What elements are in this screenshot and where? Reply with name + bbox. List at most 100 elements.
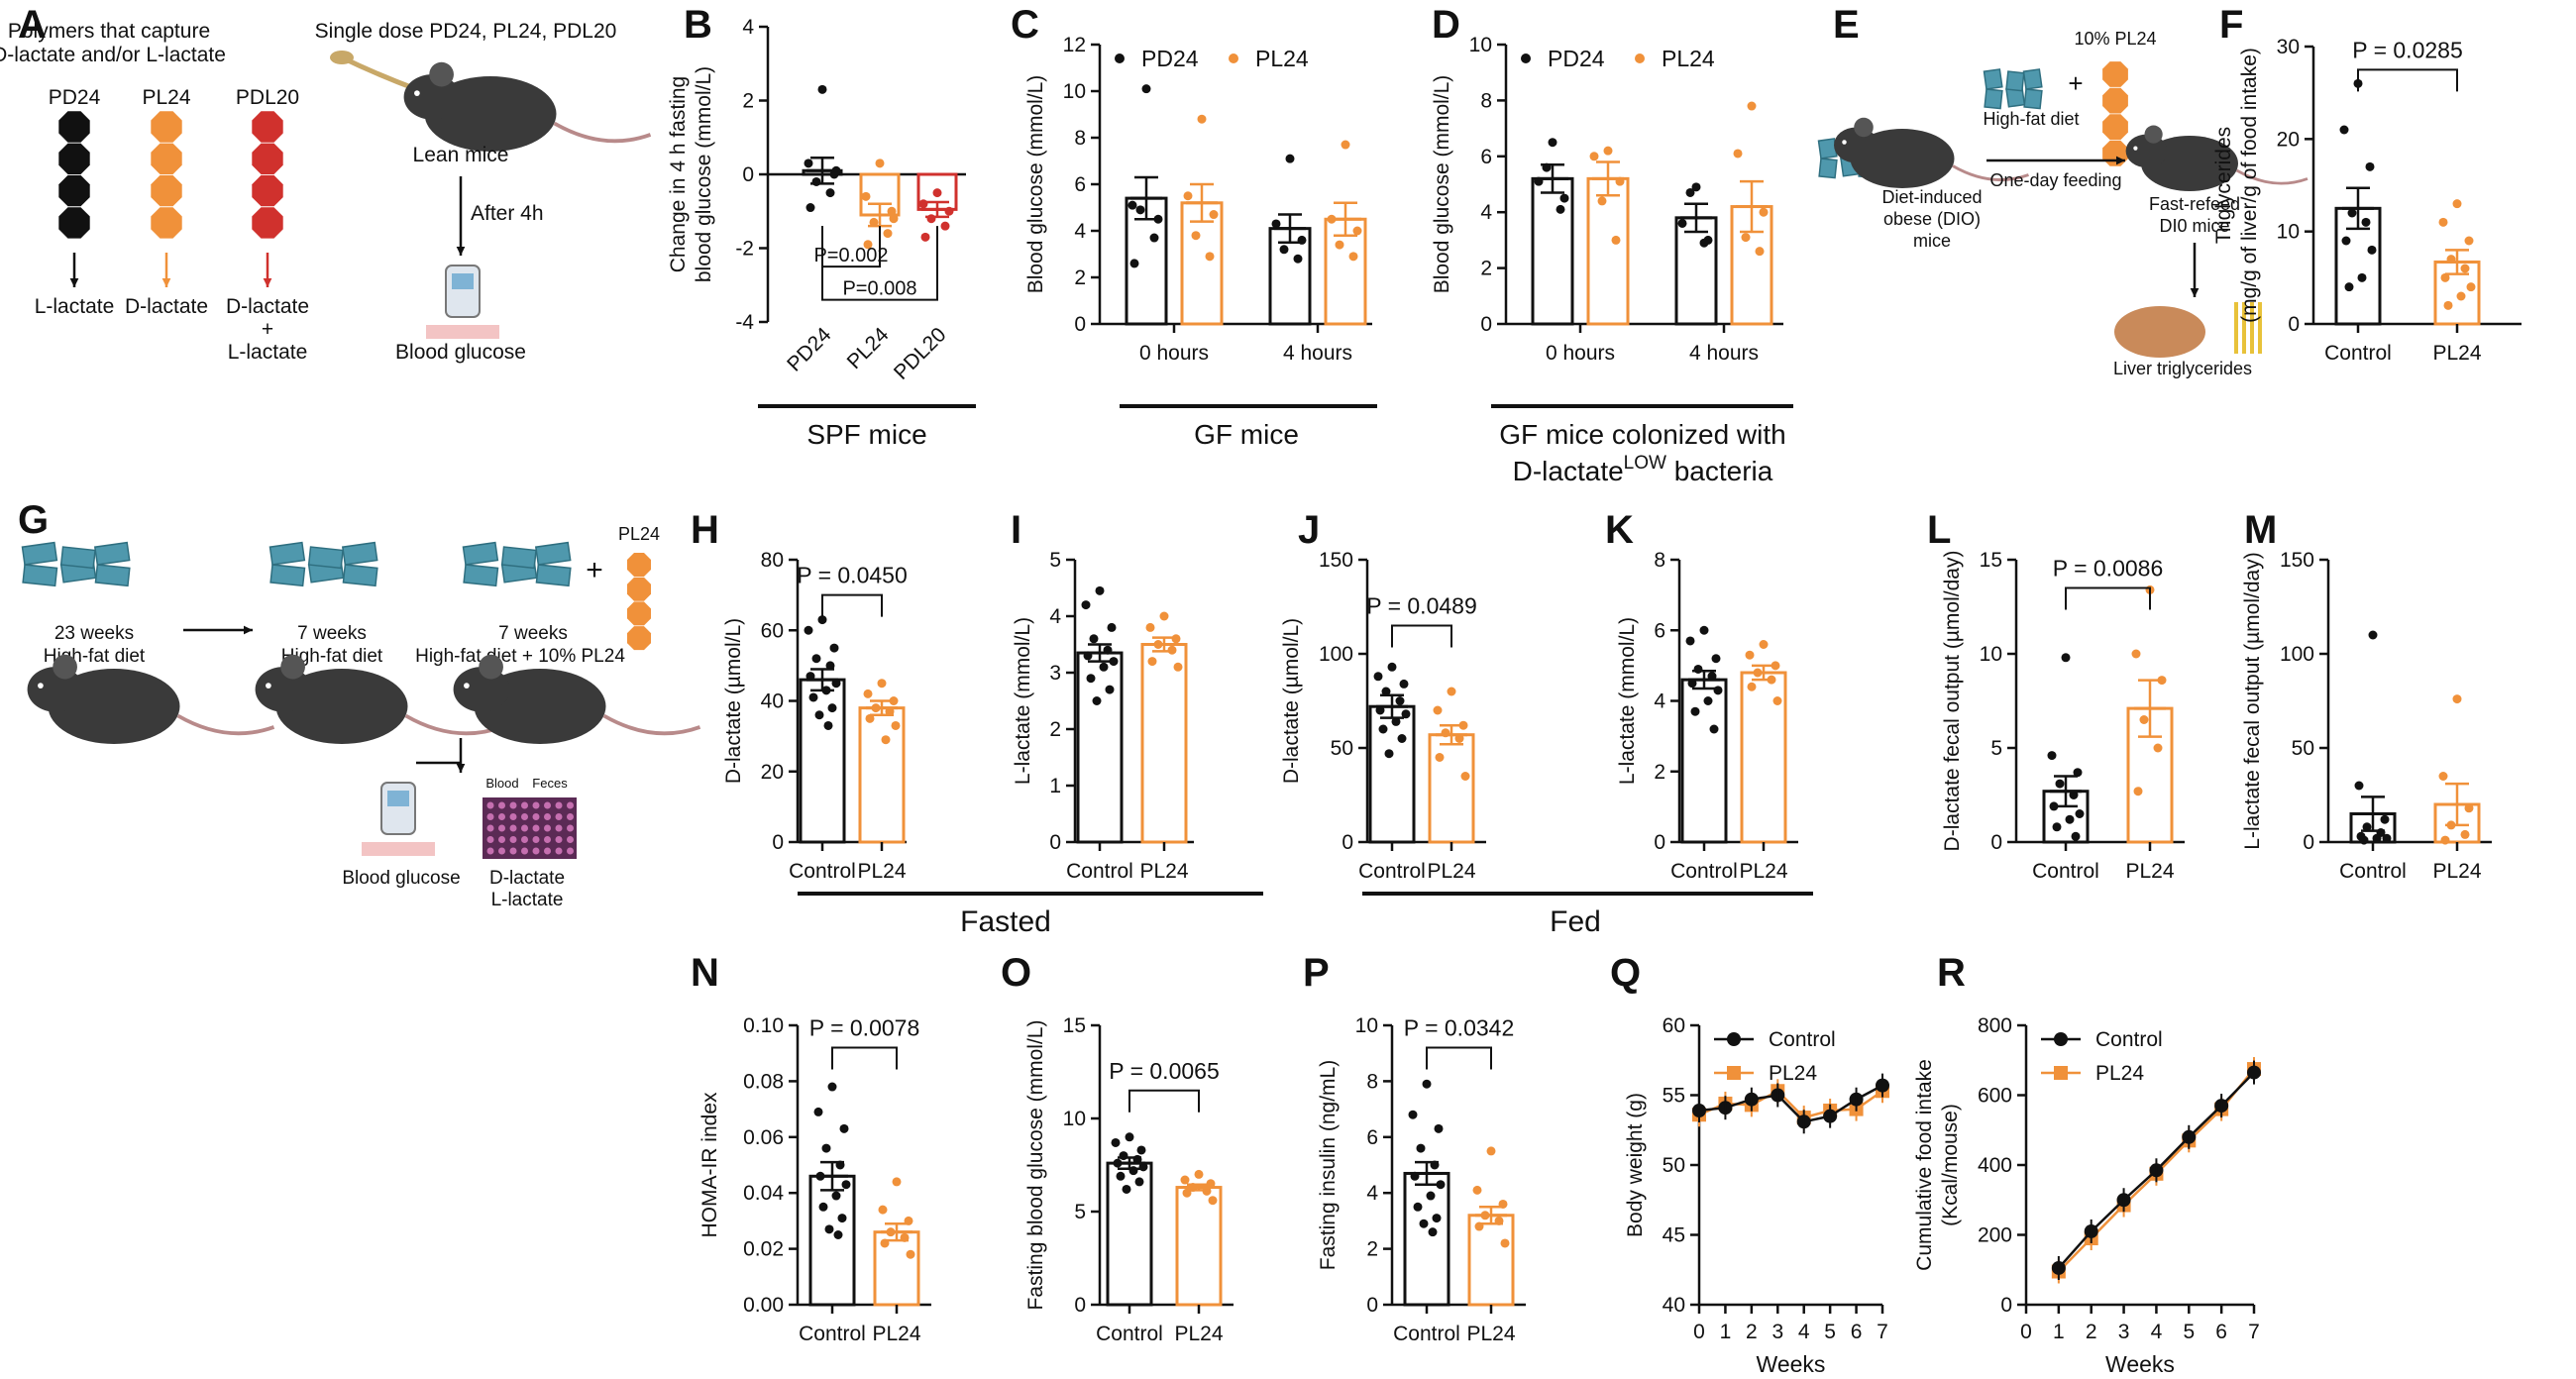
data-point-C <box>1149 233 1159 243</box>
y-tick-label-R: 600 <box>1978 1085 2012 1108</box>
data-point-F <box>2361 217 2371 227</box>
data-point-O <box>1116 1171 1126 1181</box>
y-tick-label-F: 0 <box>2288 313 2300 336</box>
polymer-bead <box>252 111 283 143</box>
legend-marker-C <box>1229 53 1238 63</box>
plate-well <box>486 847 494 855</box>
polymer-product: D-lactate <box>226 295 309 318</box>
data-point-J <box>1454 734 1464 743</box>
x-tick-label-R: 7 <box>2248 1321 2260 1343</box>
data-point-N <box>813 1107 823 1116</box>
panel-e-pl-beads <box>2102 61 2128 166</box>
data-point-O <box>1125 1132 1134 1142</box>
polymer-bead <box>252 207 283 239</box>
x-tick-label-Q: 1 <box>1720 1321 1732 1343</box>
data-point-J <box>1378 724 1388 734</box>
diet-block <box>22 564 58 587</box>
data-point-N <box>831 1191 841 1201</box>
x-tick-label-J: Control <box>1358 860 1426 883</box>
data-point-D <box>1755 247 1765 257</box>
sig-bracket-P <box>1426 1046 1492 1070</box>
polymer-bead <box>627 577 651 601</box>
data-point-P <box>1434 1123 1444 1133</box>
data-point-D <box>1559 193 1569 203</box>
polymer-name: PL24 <box>142 86 190 109</box>
data-point-C <box>1271 219 1281 229</box>
bar-I <box>1140 643 1188 844</box>
x-tick-label-Q: 7 <box>1877 1321 1888 1343</box>
y-tick-label-Q: 45 <box>1663 1224 1685 1247</box>
polymer-bead <box>252 174 283 207</box>
mouse-ear <box>280 654 305 680</box>
polymer-beads-PDL20 <box>252 111 283 239</box>
data-point-D <box>1597 196 1607 206</box>
panel-g-stage2-1: 7 weeks <box>297 623 367 644</box>
x-tick-label-B: PL24 <box>843 323 894 373</box>
diet-block <box>1818 158 1838 179</box>
x-tick-label-L: Control <box>2032 860 2099 883</box>
data-point-M <box>2440 835 2450 845</box>
sig-label-F: P = 0.0285 <box>2352 37 2463 62</box>
data-point-P <box>1408 1110 1418 1119</box>
triglyceride-icon <box>2250 302 2254 354</box>
y-tick-label-M: 100 <box>2280 643 2314 666</box>
y-tick-label-C: 4 <box>1074 220 1086 243</box>
x-tick-label-M: PL24 <box>2432 860 2481 883</box>
data-point-O <box>1134 1177 1144 1187</box>
panel-g-glucometer-icon <box>362 782 435 856</box>
x-tick-label-N: Control <box>799 1323 866 1345</box>
data-point-K <box>1693 664 1703 674</box>
data-point-J <box>1397 734 1407 743</box>
x-tick-label-C: 0 hours <box>1139 342 1209 365</box>
polymer-product: L-lactate <box>228 341 308 364</box>
legend-label-Q: PL24 <box>1769 1062 1817 1085</box>
x-tick-label-D: 4 hours <box>1689 342 1759 365</box>
plate-well <box>555 801 563 809</box>
data-point-D <box>1677 218 1687 228</box>
y-tick-label-I: 4 <box>1049 605 1061 628</box>
panel-g-out1: Blood glucose <box>342 868 460 889</box>
data-point-P <box>1416 1143 1426 1153</box>
data-point-M <box>2452 694 2462 704</box>
data-point-C <box>1205 252 1215 262</box>
diet-block <box>342 564 378 587</box>
bar-P <box>1403 1171 1450 1307</box>
plate-well <box>486 801 494 809</box>
y-tick-label-Q: 60 <box>1663 1014 1685 1037</box>
y-tick-label-Q: 50 <box>1663 1154 1685 1177</box>
data-point-B <box>811 176 821 186</box>
y-tick-label-F: 30 <box>2277 36 2300 58</box>
data-point-L <box>2069 791 2079 799</box>
data-point-N <box>839 1123 849 1133</box>
triglyceride-icon <box>2234 302 2238 354</box>
plate-well <box>509 836 517 843</box>
arrow-head <box>2190 287 2200 297</box>
data-point-D <box>1759 207 1769 217</box>
glucometer-body <box>445 265 481 318</box>
data-point-N <box>824 1224 834 1234</box>
y-tick-label-D: 6 <box>1480 146 1492 168</box>
y-tick-label-B: 4 <box>742 16 754 39</box>
diet-block <box>307 546 344 570</box>
x-tick-label-F: Control <box>2324 342 2392 365</box>
panel-e-plus: + <box>2068 68 2083 98</box>
mouse-eye <box>38 683 44 689</box>
sig-label-J: P = 0.0489 <box>1366 593 1477 619</box>
mouse-eye <box>414 90 420 96</box>
panel-a-mouse-label: Lean mice <box>413 144 509 166</box>
x-tick-label-F: PL24 <box>2432 342 2481 365</box>
data-point-M <box>2382 833 2392 843</box>
data-point-L <box>2153 743 2163 753</box>
y-tick-label-R: 200 <box>1978 1224 2012 1247</box>
polymer-bead <box>58 143 90 174</box>
arrow-head <box>2115 156 2125 165</box>
bar-I <box>1076 651 1124 844</box>
y-tick-label-F: 20 <box>2277 128 2300 151</box>
data-point-J <box>1399 679 1409 689</box>
diet-block <box>462 541 499 566</box>
data-point-C <box>1279 245 1289 255</box>
data-point-O <box>1180 1175 1190 1185</box>
data-point-H <box>863 689 873 698</box>
y-tick-label-L: 0 <box>1990 831 2002 854</box>
data-point-O <box>1136 1145 1146 1155</box>
